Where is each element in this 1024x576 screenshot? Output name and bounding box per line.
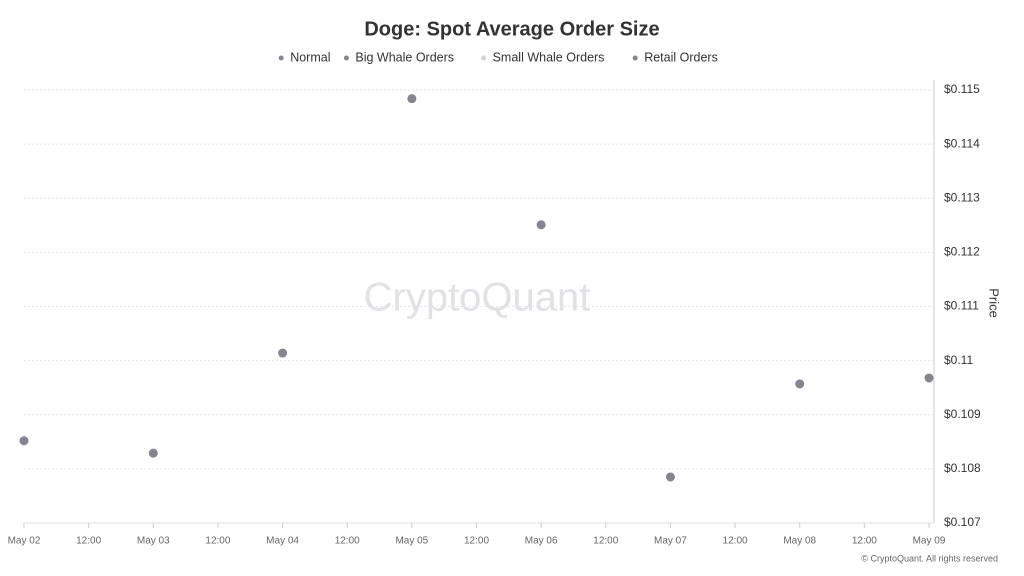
point: [407, 94, 417, 104]
legend-marker: [481, 55, 487, 61]
y-tick-label: $0.11: [944, 353, 973, 367]
x-tick-label: May 04: [266, 536, 299, 547]
legend-label: Small Whale Orders: [493, 50, 605, 64]
y-tick-label: $0.113: [944, 190, 980, 204]
y-tick-label: $0.109: [944, 407, 981, 421]
x-tick-label: May 06: [525, 536, 558, 547]
legend-marker: [278, 55, 284, 61]
x-tick-label: May 03: [137, 536, 170, 547]
chart-title: Doge: Spot Average Order Size: [364, 18, 659, 40]
legend-marker: [343, 55, 349, 61]
x-tick-label: 12:00: [852, 536, 877, 547]
y-tick-label: $0.112: [944, 245, 980, 259]
y-tick-label: $0.111: [944, 299, 979, 313]
x-tick-label: 12:00: [205, 536, 230, 547]
point: [148, 448, 158, 458]
x-tick-label: May 08: [783, 536, 816, 547]
y-tick-label: $0.107: [944, 515, 981, 529]
legend-label: Normal: [290, 50, 330, 64]
point: [665, 472, 675, 482]
x-tick-label: 12:00: [723, 536, 748, 547]
x-tick-label: 12:00: [464, 536, 489, 547]
point: [795, 379, 805, 389]
watermark: CryptoQuant: [364, 276, 591, 320]
point: [536, 220, 546, 230]
y-axis-label: Price: [987, 288, 1002, 318]
x-tick-label: 12:00: [76, 536, 101, 547]
x-tick-label: May 05: [395, 536, 428, 547]
credit: © CryptoQuant. All rights reserved: [861, 553, 998, 563]
x-tick-label: May 02: [8, 536, 41, 547]
legend-marker: [632, 55, 638, 61]
y-tick-label: $0.115: [944, 82, 980, 96]
x-tick-label: May 09: [913, 536, 946, 547]
x-tick-label: May 07: [654, 536, 687, 547]
point: [278, 348, 288, 358]
legend-label: Retail Orders: [644, 50, 718, 64]
y-tick-label: $0.108: [944, 461, 981, 475]
point: [924, 373, 934, 383]
point: [19, 436, 29, 446]
legend-label: Big Whale Orders: [355, 50, 454, 64]
x-tick-label: 12:00: [593, 536, 618, 547]
y-tick-label: $0.114: [944, 136, 980, 150]
x-tick-label: 12:00: [335, 536, 360, 547]
